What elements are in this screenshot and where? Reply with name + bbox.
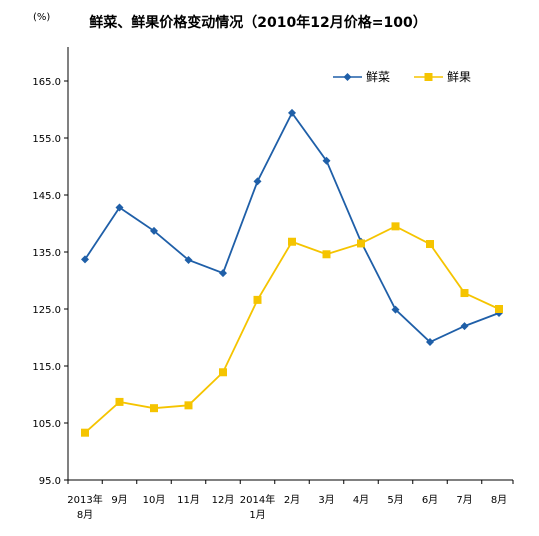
- data-point-vegetables: [460, 322, 469, 331]
- series-layer: [81, 108, 503, 437]
- data-point-fruits: [81, 428, 89, 437]
- data-point-fruits: [288, 237, 296, 246]
- x-tick-label: 4月: [353, 494, 369, 506]
- data-point-vegetables: [81, 255, 89, 264]
- data-point-fruits: [495, 305, 503, 313]
- legend-label-vegetables: 鲜菜: [366, 70, 390, 84]
- series-line-fruits: [84, 225, 500, 434]
- x-tick-label: 2月: [284, 494, 300, 506]
- data-point-fruits: [184, 401, 193, 410]
- x-tick-label: 5月: [387, 494, 403, 506]
- legend-marker-vegetables: [343, 73, 352, 81]
- axes: [67, 47, 513, 481]
- legend: 鲜菜 鲜果: [333, 70, 471, 84]
- data-point-fruits: [426, 240, 434, 249]
- x-tick-label: 6月: [422, 494, 438, 506]
- chart-title: 鲜菜、鲜果价格变动情况（2010年12月价格=100）: [89, 14, 426, 31]
- legend-marker-fruits: [424, 73, 433, 81]
- x-tick-label: 2014年: [240, 493, 275, 506]
- series-line-vegetables: [84, 111, 500, 344]
- data-point-vegetables: [253, 177, 262, 186]
- data-point-vegetables: [391, 305, 400, 314]
- data-point-fruits: [253, 295, 262, 304]
- data-point-fruits: [460, 289, 469, 298]
- x-tick-label: 9月: [111, 494, 127, 506]
- data-point-fruits: [219, 368, 227, 377]
- data-point-fruits: [150, 404, 158, 413]
- legend-label-fruits: 鲜果: [447, 70, 471, 84]
- x-tick-label: 8月: [491, 494, 507, 506]
- y-tick-label: 105.0: [32, 419, 61, 430]
- legend-item-vegetables: 鲜菜: [333, 70, 390, 84]
- data-point-vegetables: [426, 338, 434, 347]
- x-tick-label: 2013年: [67, 493, 102, 506]
- x-tick-label: 7月: [456, 494, 472, 506]
- data-point-vegetables: [184, 255, 193, 264]
- y-tick-label: 155.0: [32, 134, 61, 145]
- data-point-fruits: [357, 239, 365, 248]
- data-point-fruits: [391, 222, 400, 231]
- data-point-fruits: [322, 250, 331, 259]
- data-point-vegetables: [322, 156, 331, 165]
- x-tick-label: 8月: [77, 509, 93, 521]
- x-tick-label: 1月: [249, 509, 265, 521]
- y-tick-label: 165.0: [32, 77, 61, 88]
- data-point-vegetables: [115, 203, 124, 212]
- data-point-vegetables: [150, 226, 158, 235]
- x-tick-label: 11月: [177, 494, 200, 506]
- x-tick-label: 10月: [143, 494, 166, 506]
- x-ticks: 2013年 8月 9月 10月 11月 12月 2014年 1月 2月 3月 4月 5月 6月 7月 8月: [67, 480, 514, 521]
- y-ticks: 165.0 155.0 145.0 135.0 125.0 115.0 105.0 95.0: [32, 77, 68, 487]
- y-tick-label: 135.0: [32, 248, 61, 259]
- legend-item-fruits: 鲜果: [414, 70, 471, 84]
- y-unit-label: (%): [33, 12, 50, 23]
- y-tick-label: 95.0: [39, 476, 61, 487]
- y-tick-label: 145.0: [32, 191, 61, 202]
- x-tick-label: 3月: [318, 494, 334, 506]
- y-tick-label: 125.0: [32, 305, 61, 316]
- data-point-vegetables: [219, 269, 227, 278]
- x-tick-label: 12月: [212, 494, 235, 506]
- y-tick-label: 115.0: [32, 362, 61, 373]
- data-point-fruits: [115, 397, 124, 406]
- data-point-vegetables: [288, 108, 296, 117]
